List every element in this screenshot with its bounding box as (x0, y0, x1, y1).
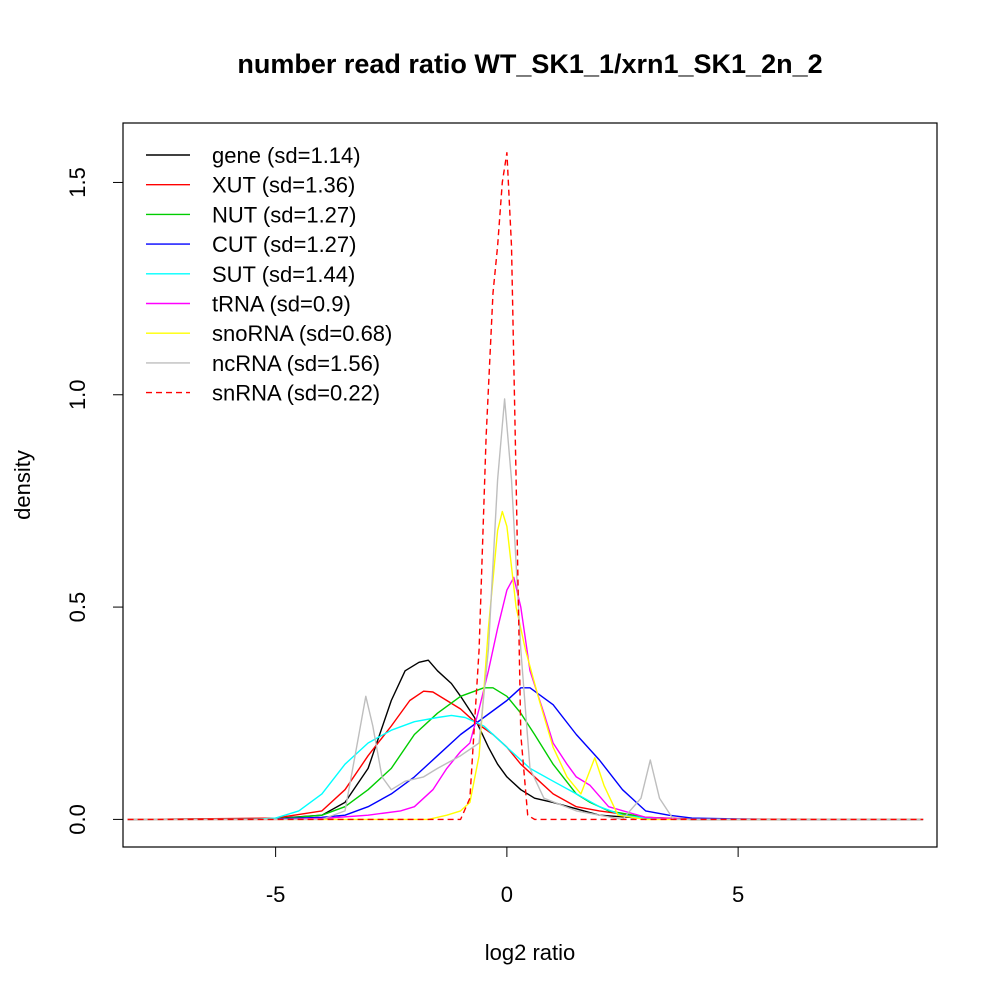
y-axis-label: density (10, 450, 35, 520)
legend-label-7: ncRNA (sd=1.56) (212, 351, 380, 376)
legend-label-2: NUT (sd=1.27) (212, 202, 356, 227)
y-axis: 0.0 0.5 1.0 1.5 (65, 167, 124, 835)
series-line-5 (127, 576, 924, 821)
series-line-1 (127, 690, 924, 821)
chart-title: number read ratio WT_SK1_1/xrn1_SK1_2n_2 (237, 49, 822, 79)
legend-label-8: snRNA (sd=0.22) (212, 381, 380, 406)
legend-label-1: XUT (sd=1.36) (212, 173, 355, 198)
series-layer (127, 152, 924, 821)
series-line-6 (127, 510, 924, 821)
y-tick-label: 1.5 (65, 167, 90, 198)
x-axis-label: log2 ratio (485, 940, 576, 965)
legend: gene (sd=1.14) XUT (sd=1.36) NUT (sd=1.27)… (146, 143, 392, 406)
series-line-0 (127, 659, 924, 821)
legend-label-6: snoRNA (sd=0.68) (212, 321, 392, 346)
x-tick-label: 0 (501, 882, 513, 907)
y-tick-label: 0.0 (65, 804, 90, 835)
x-tick-label: 5 (732, 882, 744, 907)
series-line-7 (127, 398, 924, 821)
y-tick-label: 1.0 (65, 379, 90, 410)
series-line-4 (127, 714, 924, 821)
x-axis: -5 0 5 (266, 846, 744, 907)
legend-label-0: gene (sd=1.14) (212, 143, 361, 168)
series-line-8 (127, 152, 924, 821)
series-line-3 (127, 687, 924, 821)
legend-label-3: CUT (sd=1.27) (212, 232, 356, 257)
legend-label-4: SUT (sd=1.44) (212, 262, 355, 287)
y-tick-label: 0.5 (65, 592, 90, 623)
legend-label-5: tRNA (sd=0.9) (212, 292, 351, 317)
x-tick-label: -5 (266, 882, 286, 907)
